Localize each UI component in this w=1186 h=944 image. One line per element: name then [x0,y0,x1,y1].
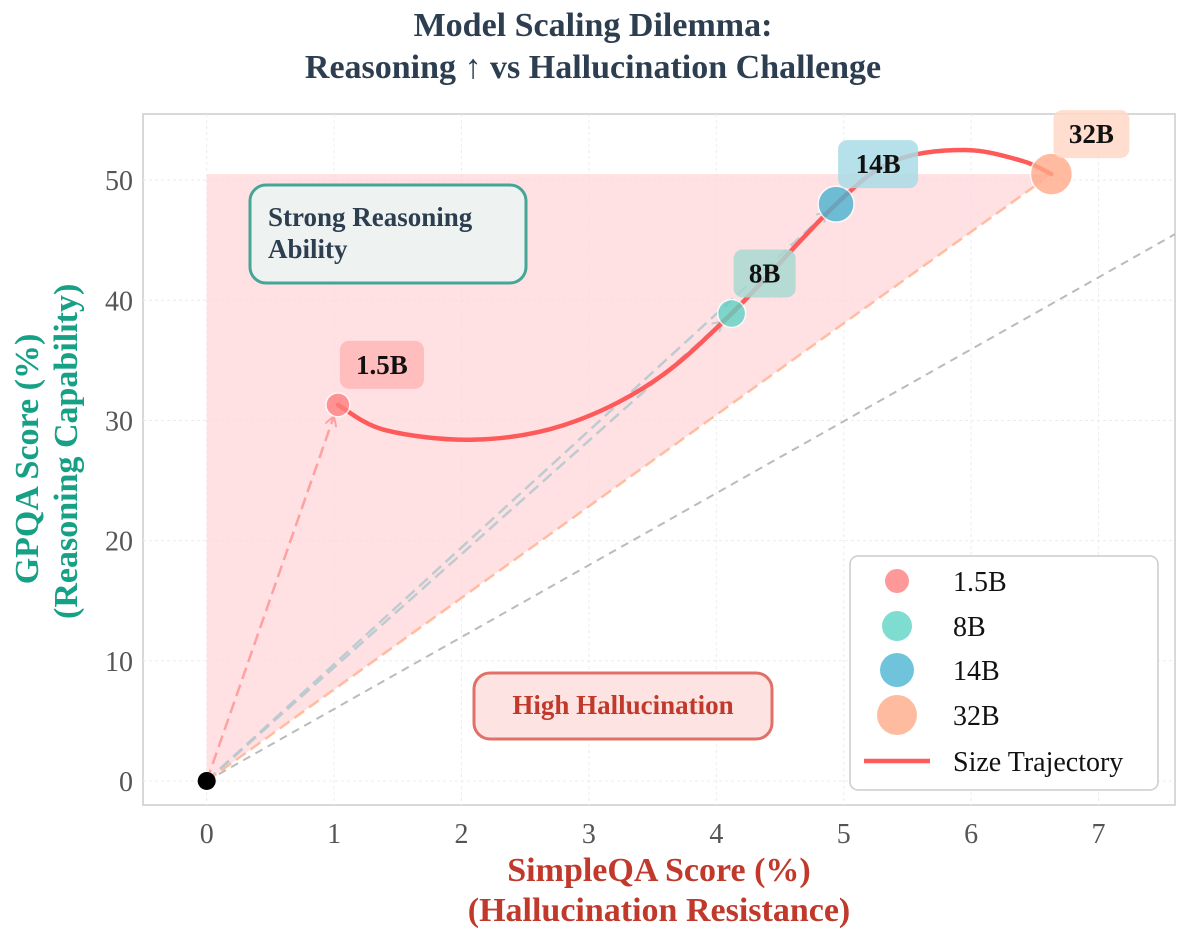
y-tick-label: 20 [105,527,133,558]
x-tick-label: 0 [200,819,214,850]
point-label-box-32B [1053,110,1130,159]
annotation-box-high-hallucination [472,671,774,741]
origin-point [197,771,216,790]
chart-title-line-1: Model Scaling Dilemma: [413,7,773,44]
axis-ticks: 0 1 2 3 4 5 6 7 0 10 20 30 40 50 [105,166,1106,850]
x-tick-label: 2 [455,819,469,850]
x-tick-label: 4 [709,819,723,850]
x-axis-label-line-1: SimpleQA Score (%) [507,852,811,889]
x-tick-label: 5 [837,819,851,850]
y-axis-label-line-1: GPQA Score (%) [9,333,46,585]
reference-line [206,233,1176,782]
y-tick-label: 10 [105,647,133,678]
x-tick-label: 1 [327,819,341,850]
point-14B[interactable] [817,185,855,223]
annotation-strong-reasoning-text: Ability [268,234,348,264]
x-tick-label: 6 [964,819,978,850]
points-layer [197,152,1074,790]
legend-entry-8b[interactable]: 8B [953,612,986,643]
legend-marker-32B [877,695,917,735]
annotation-high-hallucination-text: High Hallucination [512,690,733,720]
point-label-14B: 14B [856,149,901,179]
legend-marker-8B [882,611,912,641]
point-label-32B: 32B [1069,119,1114,149]
y-tick-label: 40 [105,286,133,317]
arrow-1.5B [205,416,334,782]
point-label-box-8B [733,249,796,298]
point-1.5B[interactable] [325,392,351,418]
legend-entry-32b[interactable]: 32B [953,701,1000,732]
chart-title-line-2: Reasoning ↑ vs Hallucination Challenge [304,49,882,86]
point-label-8B: 8B [749,258,781,288]
annotation-strong-reasoning-text: Strong Reasoning [268,202,473,232]
point-label-box-14B [838,140,919,189]
legend-frame [849,555,1159,791]
arrow-32B [205,180,1043,782]
legend-marker-1.5B [885,569,909,593]
y-tick-label: 30 [105,406,133,437]
legend-marker-14B [880,653,914,687]
legend-entry-size-trajectory[interactable]: Size Trajectory [953,747,1123,778]
annotation-box-strong-reasoning [248,183,528,285]
arrow-8B [205,321,723,782]
legend-entry-1.5b[interactable]: 1.5B [953,567,1007,598]
point-8B[interactable] [716,298,747,329]
legend-entry-14b[interactable]: 14B [953,656,1000,687]
labels-layer: 1.5B 8B 14B 32B [339,110,1130,389]
arrow-14B [205,212,828,782]
y-tick-label: 50 [105,166,133,197]
x-axis-label-line-2: (Hallucination Resistance) [467,892,851,929]
legend[interactable]: 1.5B 8B 14B 32B Size Trajectory [849,555,1159,791]
point-32B[interactable] [1029,152,1074,196]
point-label-box-1.5B [339,340,424,389]
y-axis-label-line-2: (Reasoning Capability) [48,283,85,619]
point-label-1.5B: 1.5B [356,350,408,380]
x-tick-label: 7 [1092,819,1106,850]
y-tick-label: 0 [119,767,133,798]
x-tick-label: 3 [582,819,596,850]
